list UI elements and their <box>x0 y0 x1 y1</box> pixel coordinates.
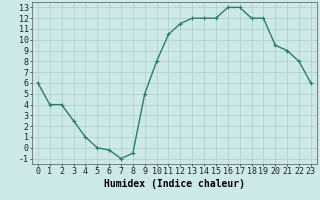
X-axis label: Humidex (Indice chaleur): Humidex (Indice chaleur) <box>104 179 245 189</box>
